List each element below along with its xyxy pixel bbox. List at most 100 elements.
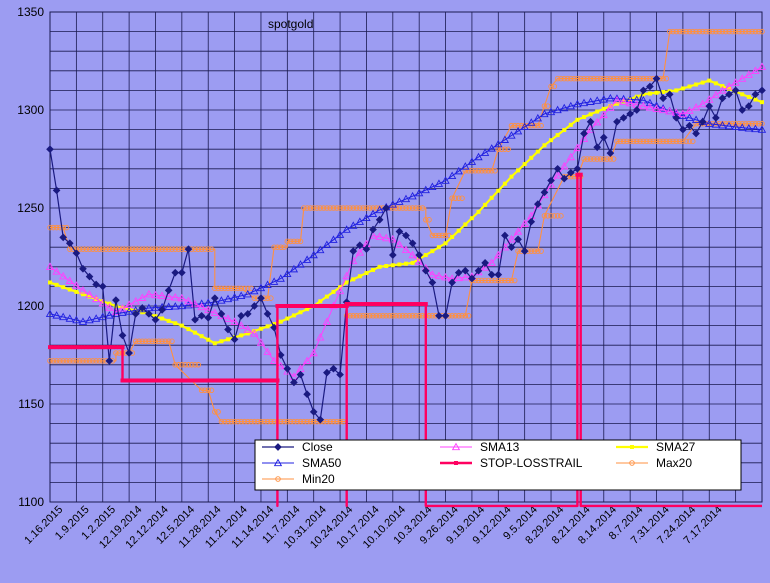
data-point — [660, 138, 666, 145]
legend-item-sma50: SMA50 — [262, 456, 342, 470]
data-point — [314, 205, 320, 211]
data-point — [382, 204, 391, 212]
data-point — [150, 378, 155, 383]
data-point — [403, 313, 409, 319]
data-point — [328, 304, 333, 308]
data-point — [665, 90, 674, 99]
data-point — [285, 304, 290, 308]
plot-area-border — [49, 11, 763, 503]
data-point — [448, 278, 456, 287]
data-point — [65, 314, 74, 322]
data-point — [468, 274, 476, 283]
data-point — [534, 200, 542, 208]
data-point — [594, 156, 600, 162]
data-point — [156, 338, 162, 345]
data-point — [619, 97, 628, 105]
data-point — [330, 205, 337, 211]
data-point — [541, 103, 548, 109]
data-point — [156, 378, 161, 383]
data-point — [172, 362, 179, 368]
data-point — [404, 261, 408, 266]
data-point — [396, 205, 403, 211]
data-point — [217, 296, 226, 304]
data-point — [87, 294, 92, 299]
data-point — [560, 174, 569, 183]
data-point — [755, 120, 762, 127]
data-point — [165, 338, 172, 345]
data-point — [382, 233, 391, 242]
data-point — [599, 133, 608, 142]
data-point — [711, 90, 721, 99]
data-point — [647, 75, 653, 82]
data-point — [375, 232, 384, 240]
data-point — [335, 286, 345, 295]
data-point — [492, 277, 498, 284]
data-point — [303, 390, 311, 399]
data-point — [584, 156, 591, 162]
data-point — [90, 246, 96, 252]
data-point — [263, 310, 272, 318]
data-point — [624, 75, 630, 82]
data-point — [751, 124, 760, 133]
data-point — [116, 246, 122, 252]
data-point — [731, 122, 740, 131]
data-point — [281, 244, 287, 250]
data-point — [413, 313, 419, 319]
legend-item-sma27: SMA27 — [616, 440, 696, 454]
data-point — [70, 246, 76, 252]
data-point — [171, 268, 180, 277]
data-point — [593, 143, 602, 152]
data-point — [291, 313, 296, 318]
data-point — [465, 313, 472, 319]
data-point — [658, 105, 668, 114]
data-point — [566, 152, 575, 161]
data-point — [633, 75, 640, 82]
data-point — [401, 194, 411, 203]
data-point — [380, 313, 386, 319]
data-point — [197, 311, 206, 320]
data-point — [318, 299, 323, 304]
data-point — [739, 28, 745, 35]
data-point — [485, 168, 492, 174]
data-point — [337, 205, 343, 211]
data-point — [513, 126, 523, 135]
data-point — [724, 121, 734, 130]
data-point — [393, 313, 399, 319]
data-point — [447, 171, 457, 180]
series-line-sma50 — [49, 97, 763, 323]
data-point — [386, 313, 393, 319]
data-point — [182, 362, 188, 368]
y-tick-label: 1200 — [17, 299, 44, 313]
data-point — [394, 302, 399, 307]
data-point — [419, 205, 426, 211]
data-point — [256, 283, 266, 292]
data-point — [718, 94, 727, 103]
data-point — [492, 168, 498, 174]
data-point — [156, 246, 162, 252]
data-point — [109, 246, 116, 252]
data-point — [85, 272, 94, 281]
data-point — [316, 333, 325, 341]
data-point — [110, 345, 115, 350]
data-point — [544, 213, 551, 219]
data-point — [693, 28, 699, 35]
data-point — [454, 273, 463, 282]
data-point — [212, 378, 217, 383]
data-point — [633, 138, 640, 145]
data-point — [340, 205, 347, 211]
data-point — [284, 418, 291, 425]
series-lines — [45, 28, 767, 508]
data-point — [71, 345, 76, 350]
data-point — [241, 285, 248, 292]
data-point — [159, 338, 165, 345]
data-point — [725, 90, 733, 99]
data-point — [316, 245, 325, 254]
y-tick-label: 1300 — [17, 103, 44, 117]
data-point — [96, 358, 103, 364]
data-point — [113, 350, 119, 356]
data-point — [516, 168, 521, 173]
data-point — [288, 304, 293, 308]
data-point — [410, 302, 415, 307]
data-point — [74, 289, 79, 294]
data-point — [409, 313, 416, 319]
